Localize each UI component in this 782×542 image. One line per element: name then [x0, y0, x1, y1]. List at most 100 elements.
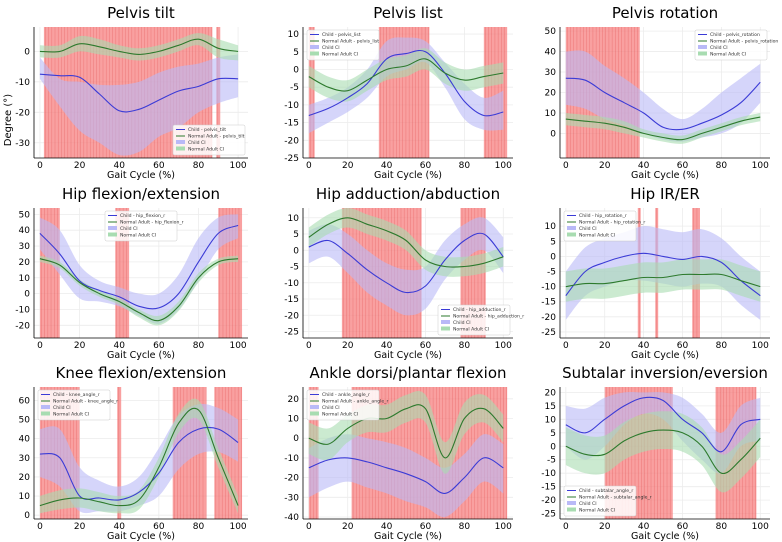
x-tick-label: 20: [342, 522, 354, 532]
legend-swatch: [698, 51, 707, 56]
legend-label: Child CI: [53, 405, 71, 411]
legend-label: Normal Adult - hip_rotation_r: [579, 220, 645, 226]
x-tick-label: 80: [716, 341, 728, 351]
legend-label: Normal Adult CI: [322, 412, 358, 418]
y-tick-label: 0: [550, 252, 556, 262]
x-tick-label: 40: [113, 341, 125, 351]
y-tick-label: -10: [284, 101, 299, 111]
x-tick-label: 60: [153, 161, 165, 171]
x-tick-label: 40: [638, 522, 650, 532]
chart-title: Hip adduction/abduction: [316, 185, 500, 203]
x-tick-label: 80: [193, 341, 205, 351]
highlight-region: [117, 387, 122, 519]
x-tick-label: 100: [495, 522, 512, 532]
legend-swatch: [310, 405, 319, 409]
y-tick-label: -10: [15, 78, 30, 88]
legend-label: Child - hip_flexion_r: [120, 213, 165, 219]
adult-series-line: [565, 429, 761, 475]
legend-label: Normal Adult - hip_adduction_r: [453, 314, 524, 320]
y-tick-label: 20: [545, 89, 557, 99]
child-series-line: [39, 224, 239, 310]
y-tick-label: 50: [545, 27, 557, 37]
legend-label: Child CI: [322, 45, 340, 51]
legend-swatch: [567, 501, 576, 505]
y-tick-label: 10: [545, 109, 557, 119]
child-ci-band: [308, 217, 504, 316]
chart-title: Pelvis list: [373, 4, 443, 22]
y-tick-label: -5: [290, 263, 299, 273]
x-tick-label: 80: [193, 522, 205, 532]
child-series-line: [39, 73, 239, 113]
y-tick-label: -30: [284, 493, 299, 503]
x-tick-label: 0: [563, 161, 569, 171]
x-axis-label: Gait Cycle (%): [107, 350, 175, 361]
y-tick-label: -25: [541, 328, 556, 338]
x-tick-label: 60: [677, 161, 689, 171]
y-tick-label: -20: [541, 313, 556, 323]
legend-label: Normal Adult CI: [453, 327, 489, 333]
x-tick-label: 100: [752, 161, 769, 171]
y-tick-label: 20: [288, 395, 300, 405]
x-axis-label: Gait Cycle (%): [631, 350, 699, 361]
adult-series-line: [565, 273, 761, 288]
x-tick-label: 80: [459, 161, 471, 171]
y-tick-label: -20: [15, 108, 30, 118]
chart-panel-1: 0 20 40 60 80 100 0 -10 -20 -30 Pelvis tilt Gait Cy…: [15, 4, 248, 181]
adult-series-line: [39, 407, 239, 507]
legend-box: [563, 210, 637, 242]
x-axis-label: Gait Cycle (%): [631, 531, 699, 542]
x-tick-label: 80: [716, 522, 728, 532]
x-tick-label: 0: [306, 341, 312, 351]
y-tick-label: -20: [541, 496, 556, 506]
y-tick-label: -20: [284, 311, 299, 321]
x-axis-label: Gait Cycle (%): [374, 170, 442, 181]
legend-swatch: [567, 507, 576, 512]
y-tick-label: 0: [293, 65, 299, 75]
y-tick-label: -25: [284, 328, 299, 338]
y-tick-label: 10: [288, 30, 300, 40]
x-tick-label: 40: [381, 522, 393, 532]
y-tick-label: 0: [24, 47, 30, 57]
legend-label: Normal Adult - knee_angle_r: [53, 399, 118, 405]
legend-box: [306, 389, 380, 421]
adult-ci-band: [565, 113, 761, 144]
x-tick-label: 20: [342, 161, 354, 171]
x-tick-label: 20: [599, 161, 611, 171]
adult-ci-band: [308, 208, 504, 277]
child-series-line: [308, 457, 504, 494]
adult-series-line: [39, 38, 239, 55]
legend-swatch: [176, 146, 185, 151]
x-tick-label: 60: [677, 522, 689, 532]
y-tick-label: 10: [19, 492, 31, 502]
legend-label: Child - hip_rotation_r: [579, 213, 627, 219]
x-axis-label: Gait Cycle (%): [631, 170, 699, 181]
plot-area: [560, 27, 770, 158]
x-tick-label: 20: [599, 341, 611, 351]
x-tick-label: 100: [229, 522, 246, 532]
legend-swatch: [698, 45, 707, 49]
x-tick-label: 100: [752, 522, 769, 532]
legend-label: Child CI: [322, 405, 340, 411]
chart-title: Hip flexion/extension: [62, 185, 220, 203]
legend-label: Normal Adult CI: [710, 52, 746, 58]
x-tick-label: 80: [459, 522, 471, 532]
legend-label: Normal Adult CI: [322, 52, 358, 58]
legend-label: Normal Adult CI: [53, 412, 89, 418]
legend-label: Child CI: [453, 320, 471, 326]
legend-label: Normal Adult CI: [120, 233, 156, 239]
x-tick-label: 40: [113, 522, 125, 532]
y-tick-label: -20: [15, 321, 30, 331]
adult-series-line: [565, 116, 761, 141]
child-ci-band: [39, 403, 239, 514]
y-tick-label: -15: [541, 483, 556, 493]
child-series-line: [308, 49, 504, 117]
x-tick-label: 60: [420, 341, 432, 351]
